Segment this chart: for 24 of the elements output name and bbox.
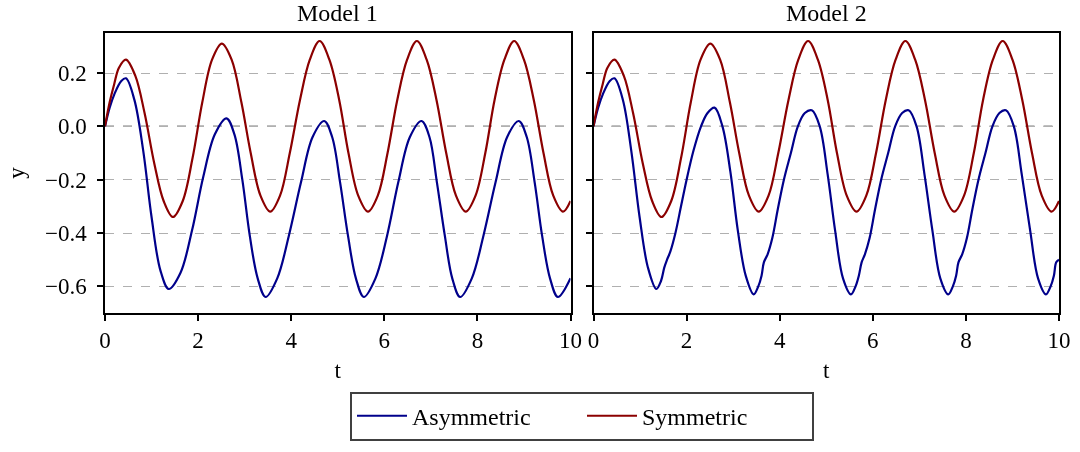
x-tick-label: 8: [471, 328, 484, 354]
x-tick-label: 4: [773, 328, 786, 354]
x-tick-label: 0: [587, 328, 600, 354]
x-tick-label: 10: [1047, 328, 1071, 354]
y-tick-label: 0.0: [57, 114, 87, 140]
y-tick-label: −0.6: [44, 274, 87, 300]
legend-label: Asymmetric: [412, 404, 531, 431]
x-tick-label: 6: [867, 328, 879, 354]
y-tick-label: 0.2: [57, 61, 87, 87]
x-axis-title: t: [334, 358, 342, 384]
chart-title: Model 2: [786, 0, 867, 26]
chart-title: Model 1: [297, 0, 378, 26]
x-tick-label: 6: [378, 328, 391, 354]
x-tick-label: 2: [192, 328, 204, 354]
y-tick-label: −0.4: [44, 221, 88, 247]
x-tick-label: 0: [99, 328, 111, 354]
y-tick-label: −0.2: [44, 167, 87, 193]
x-axis-title: t: [823, 358, 831, 384]
x-tick-label: 4: [285, 328, 298, 354]
x-tick-label: 8: [960, 328, 972, 354]
legend-label: Symmetric: [642, 404, 748, 431]
y-axis-title: y: [3, 166, 29, 179]
x-tick-label: 10: [559, 328, 582, 354]
x-tick-label: 2: [680, 328, 693, 354]
